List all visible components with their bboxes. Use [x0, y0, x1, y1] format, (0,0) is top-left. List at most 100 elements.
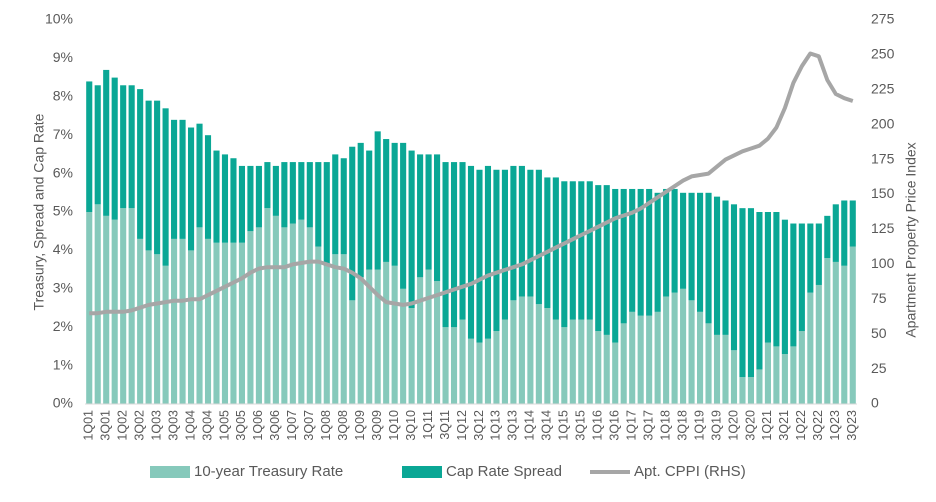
x-tick-label: 3Q20: [743, 410, 757, 441]
bar-segment: [764, 212, 771, 343]
bar-segment: [569, 181, 576, 320]
bar-segment: [179, 238, 186, 404]
bar-segment: [391, 265, 398, 404]
bar-segment: [798, 331, 805, 404]
y-tick-label: 1%: [53, 356, 73, 372]
bar-segment: [730, 204, 738, 351]
bar-segment: [756, 212, 763, 370]
bar-segment: [764, 342, 771, 404]
bar-segment: [841, 265, 848, 404]
bar-segment: [697, 311, 704, 404]
bar-segment: [663, 296, 670, 404]
bar-segment: [103, 69, 110, 216]
bar-segment: [713, 196, 721, 335]
bar-segment: [493, 331, 500, 404]
bar-segment: [832, 204, 839, 262]
bar-segment: [484, 338, 492, 404]
bar-segment: [578, 319, 585, 404]
bar-segment: [281, 227, 288, 404]
bar-segment: [629, 188, 636, 312]
x-tick-label: 3Q09: [370, 410, 384, 441]
y-tick-label: 8%: [53, 88, 73, 104]
bar-segment: [518, 296, 525, 404]
bar-segment: [798, 223, 805, 332]
bar-segment: [417, 277, 424, 404]
x-tick-label: 1Q08: [319, 410, 333, 441]
bar-segment: [366, 150, 373, 270]
bar-segment: [688, 300, 695, 404]
bar-segment: [162, 265, 169, 404]
bar-segment: [713, 334, 721, 404]
x-tick-label: 3Q18: [675, 410, 689, 441]
x-tick-label: 3Q12: [472, 410, 486, 441]
bar-segment: [620, 188, 627, 324]
bar-segment: [629, 311, 636, 404]
bar-segment: [561, 181, 568, 328]
bar-segment: [646, 315, 653, 404]
bar-segment: [807, 223, 814, 293]
bar-segment: [264, 162, 271, 209]
bar-segment: [578, 181, 585, 320]
bar-segment: [187, 250, 195, 404]
bar-segment: [586, 319, 593, 404]
bar-segment: [272, 215, 279, 404]
bar-segment: [586, 181, 593, 320]
y2-tick-label: 75: [871, 290, 887, 306]
bar-segment: [383, 261, 390, 404]
bar-segment: [154, 254, 161, 404]
x-tick-label: 3Q04: [200, 410, 214, 441]
bar-segment: [120, 208, 127, 404]
bar-segment: [400, 288, 407, 404]
bar-segment: [747, 377, 755, 404]
bar-segment: [425, 269, 432, 404]
bar-segment: [340, 158, 347, 255]
bar-segment: [255, 227, 262, 404]
x-tick-label: 3Q19: [709, 410, 723, 441]
bar-segment: [289, 162, 296, 224]
bar-segment: [120, 85, 127, 209]
x-tick-label: 3Q15: [574, 410, 588, 441]
bar-segment: [221, 154, 229, 243]
bar-segment: [408, 308, 415, 404]
bar-segment: [518, 165, 525, 297]
y-tick-label: 5%: [53, 203, 73, 219]
x-tick-label: 1Q11: [421, 410, 435, 440]
x-tick-label: 3Q21: [777, 410, 791, 441]
x-tick-label: 1Q23: [828, 410, 842, 441]
bar-segment: [238, 165, 245, 243]
y2-tick-label: 250: [871, 46, 895, 62]
bar-segment: [340, 254, 347, 404]
bar-segment: [654, 311, 661, 404]
legend-swatch: [150, 466, 190, 478]
bar-segment: [357, 277, 364, 404]
bar-segment: [145, 100, 152, 251]
bar-segment: [332, 154, 339, 255]
bar-segment: [646, 188, 653, 316]
bar-segment: [298, 219, 305, 404]
bar-segment: [824, 215, 831, 259]
bar-segment: [620, 323, 627, 404]
bar-segment: [510, 165, 517, 301]
bar-segment: [637, 315, 644, 404]
x-tick-label: 1Q21: [760, 410, 774, 441]
bar-segment: [476, 342, 483, 404]
y2-tick-label: 275: [871, 11, 895, 27]
bar-segment: [849, 246, 856, 404]
bar-segment: [349, 146, 356, 301]
x-tick-label: 1Q07: [285, 410, 299, 441]
bar-segment: [671, 292, 678, 404]
x-tick-label: 1Q15: [557, 410, 571, 441]
x-tick-label: 1Q03: [149, 410, 163, 441]
x-tick-label: 1Q17: [624, 410, 638, 441]
bar-segment: [790, 223, 797, 347]
y-tick-label: 10%: [45, 11, 73, 27]
x-tick-label: 1Q19: [692, 410, 706, 441]
bar-segment: [154, 100, 161, 255]
bar-segment: [332, 254, 339, 404]
bar-segment: [128, 208, 135, 404]
bar-segment: [171, 119, 178, 239]
y2-tick-label: 225: [871, 81, 895, 97]
bar-segment: [781, 354, 788, 404]
bar-segment: [671, 188, 678, 293]
bar-segment: [680, 288, 687, 404]
